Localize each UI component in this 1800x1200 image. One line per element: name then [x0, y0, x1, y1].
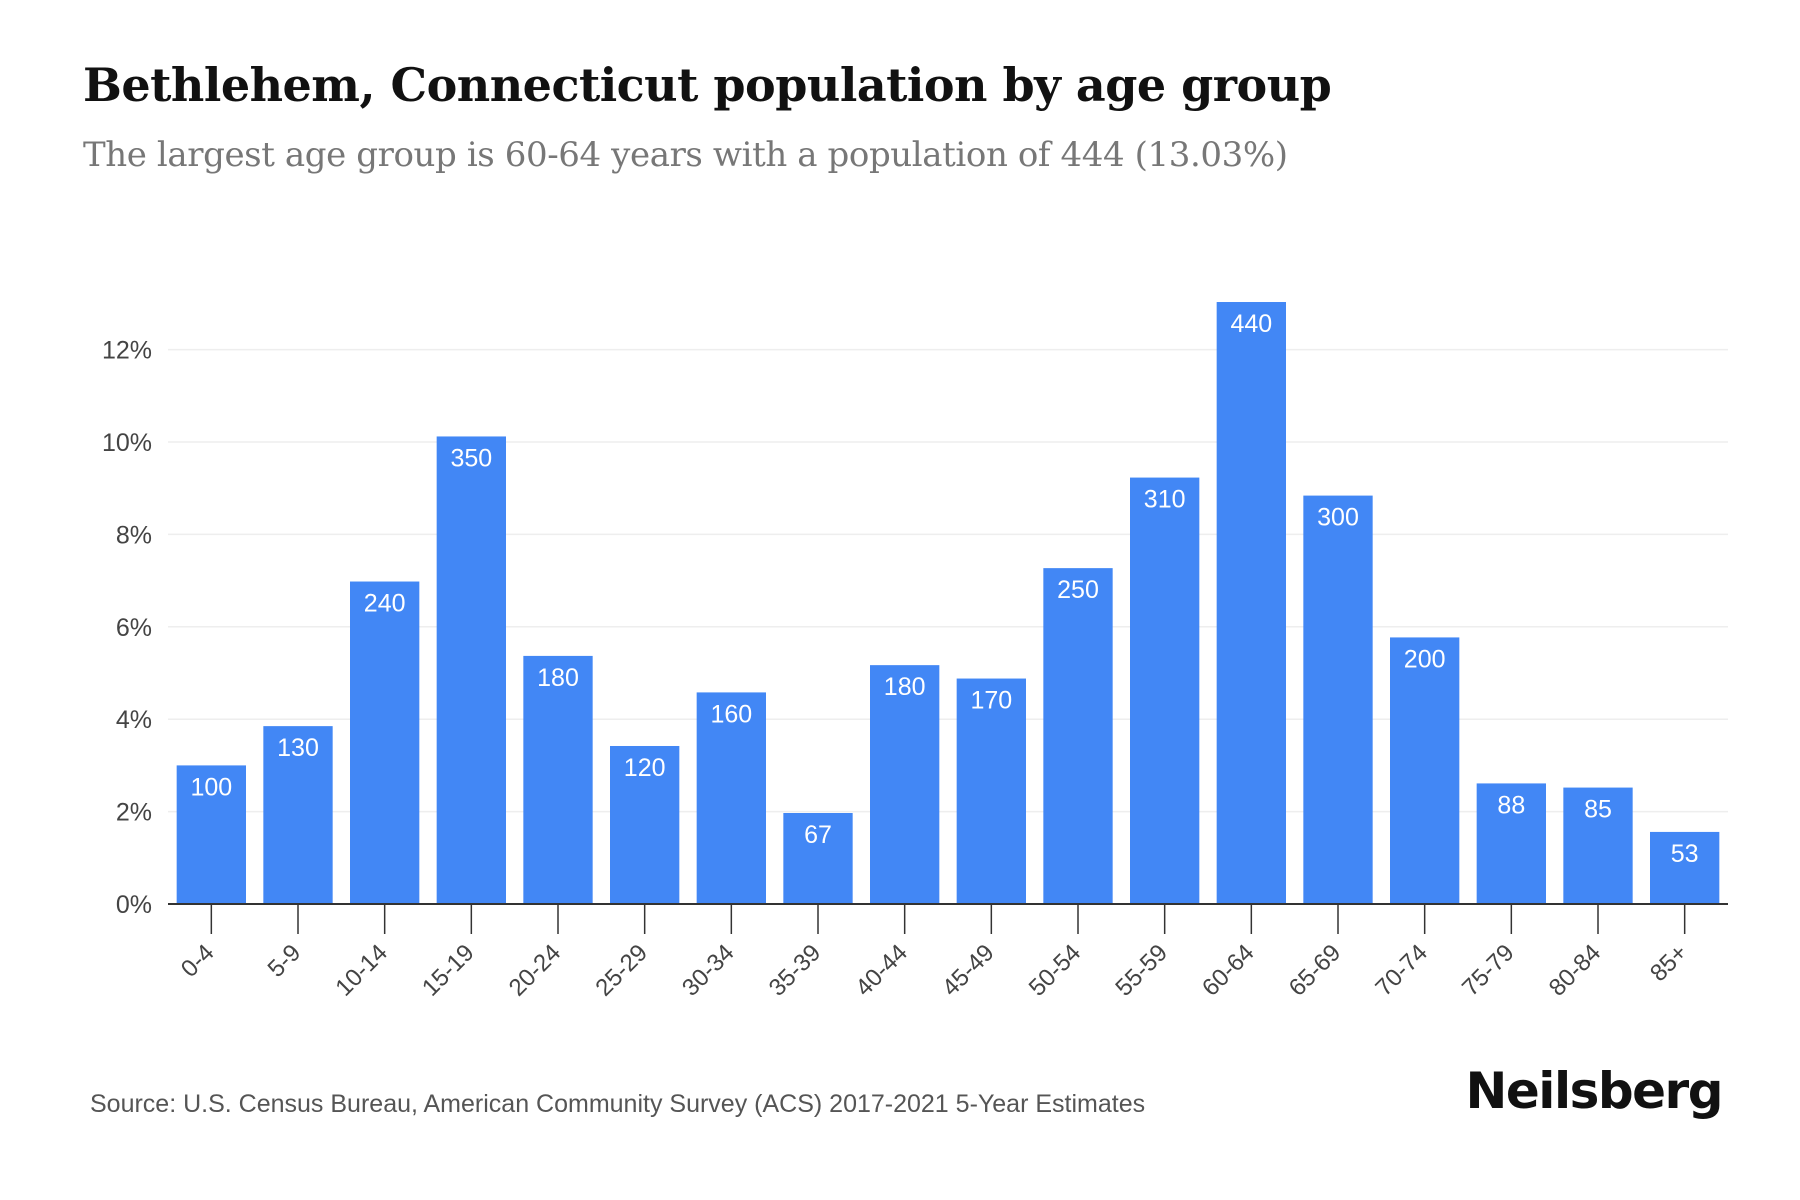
y-tick-label: 8% [116, 521, 152, 549]
bar-value-label: 250 [1057, 576, 1099, 604]
x-tick-label: 30-34 [677, 939, 740, 1002]
bar-value-label: 180 [537, 664, 579, 692]
bar [523, 655, 593, 904]
x-tick-label: 60-64 [1197, 939, 1260, 1002]
y-tick-label: 4% [116, 706, 152, 734]
x-tick-label: 55-59 [1110, 939, 1173, 1002]
bar-value-label: 130 [277, 734, 319, 762]
bar [263, 726, 333, 904]
bar [1043, 568, 1113, 904]
x-tick-label: 15-19 [417, 939, 480, 1002]
chart-title: Bethlehem, Connecticut population by age… [83, 58, 1332, 112]
x-tick-label: 45-49 [937, 939, 1000, 1002]
bar [1476, 783, 1546, 904]
x-tick-label: 35-39 [764, 939, 827, 1002]
bar [783, 812, 853, 904]
bar-value-label: 170 [970, 687, 1012, 715]
source-note: Source: U.S. Census Bureau, American Com… [90, 1090, 1146, 1118]
x-tick-label: 20-24 [504, 939, 567, 1002]
x-tick-label: 80-84 [1544, 939, 1607, 1002]
bar-value-label: 160 [710, 700, 752, 728]
y-tick-label: 10% [102, 429, 152, 457]
bar [696, 692, 766, 904]
bar-value-label: 120 [624, 754, 666, 782]
bar-value-label: 67 [804, 821, 832, 849]
y-tick-label: 0% [116, 891, 152, 919]
bar [956, 678, 1026, 904]
x-tick-label: 65-69 [1284, 939, 1347, 1002]
x-tick-label: 75-79 [1457, 939, 1520, 1002]
bar-value-label: 200 [1404, 645, 1446, 673]
bar [1303, 495, 1373, 904]
bar [1130, 477, 1200, 904]
bar-value-label: 310 [1144, 486, 1186, 514]
x-tick-label: 70-74 [1370, 939, 1433, 1002]
bar-value-label: 100 [190, 773, 232, 801]
x-tick-label: 25-29 [590, 939, 653, 1002]
x-tick-label: 0-4 [176, 939, 220, 983]
bar-value-label: 240 [364, 590, 406, 618]
bar [1390, 637, 1460, 904]
bar-value-label: 53 [1671, 840, 1699, 868]
bar-value-label: 300 [1317, 504, 1359, 532]
bar-value-label: 440 [1230, 310, 1272, 338]
chart-subtitle: The largest age group is 60-64 years wit… [83, 135, 1288, 175]
bar [350, 581, 420, 904]
bar-value-label: 350 [450, 444, 492, 472]
x-tick-label: 10-14 [330, 939, 393, 1002]
x-tick-label: 85+ [1645, 939, 1693, 987]
brand-logo: Neilsberg [1465, 1062, 1724, 1120]
bar [610, 745, 680, 904]
bar-value-label: 180 [884, 673, 926, 701]
bar [436, 436, 506, 904]
x-tick-label: 40-44 [850, 939, 913, 1002]
y-tick-label: 2% [116, 799, 152, 827]
y-tick-label: 12% [102, 337, 152, 365]
bar-value-label: 88 [1497, 791, 1525, 819]
bar [1216, 302, 1286, 904]
bar [176, 765, 246, 904]
x-tick-label: 5-9 [263, 939, 307, 983]
bar [1650, 831, 1720, 904]
bar [870, 665, 940, 904]
bar [1563, 787, 1633, 904]
x-tick-label: 50-54 [1024, 939, 1087, 1002]
y-tick-label: 6% [116, 614, 152, 642]
bar-value-label: 85 [1584, 796, 1612, 824]
